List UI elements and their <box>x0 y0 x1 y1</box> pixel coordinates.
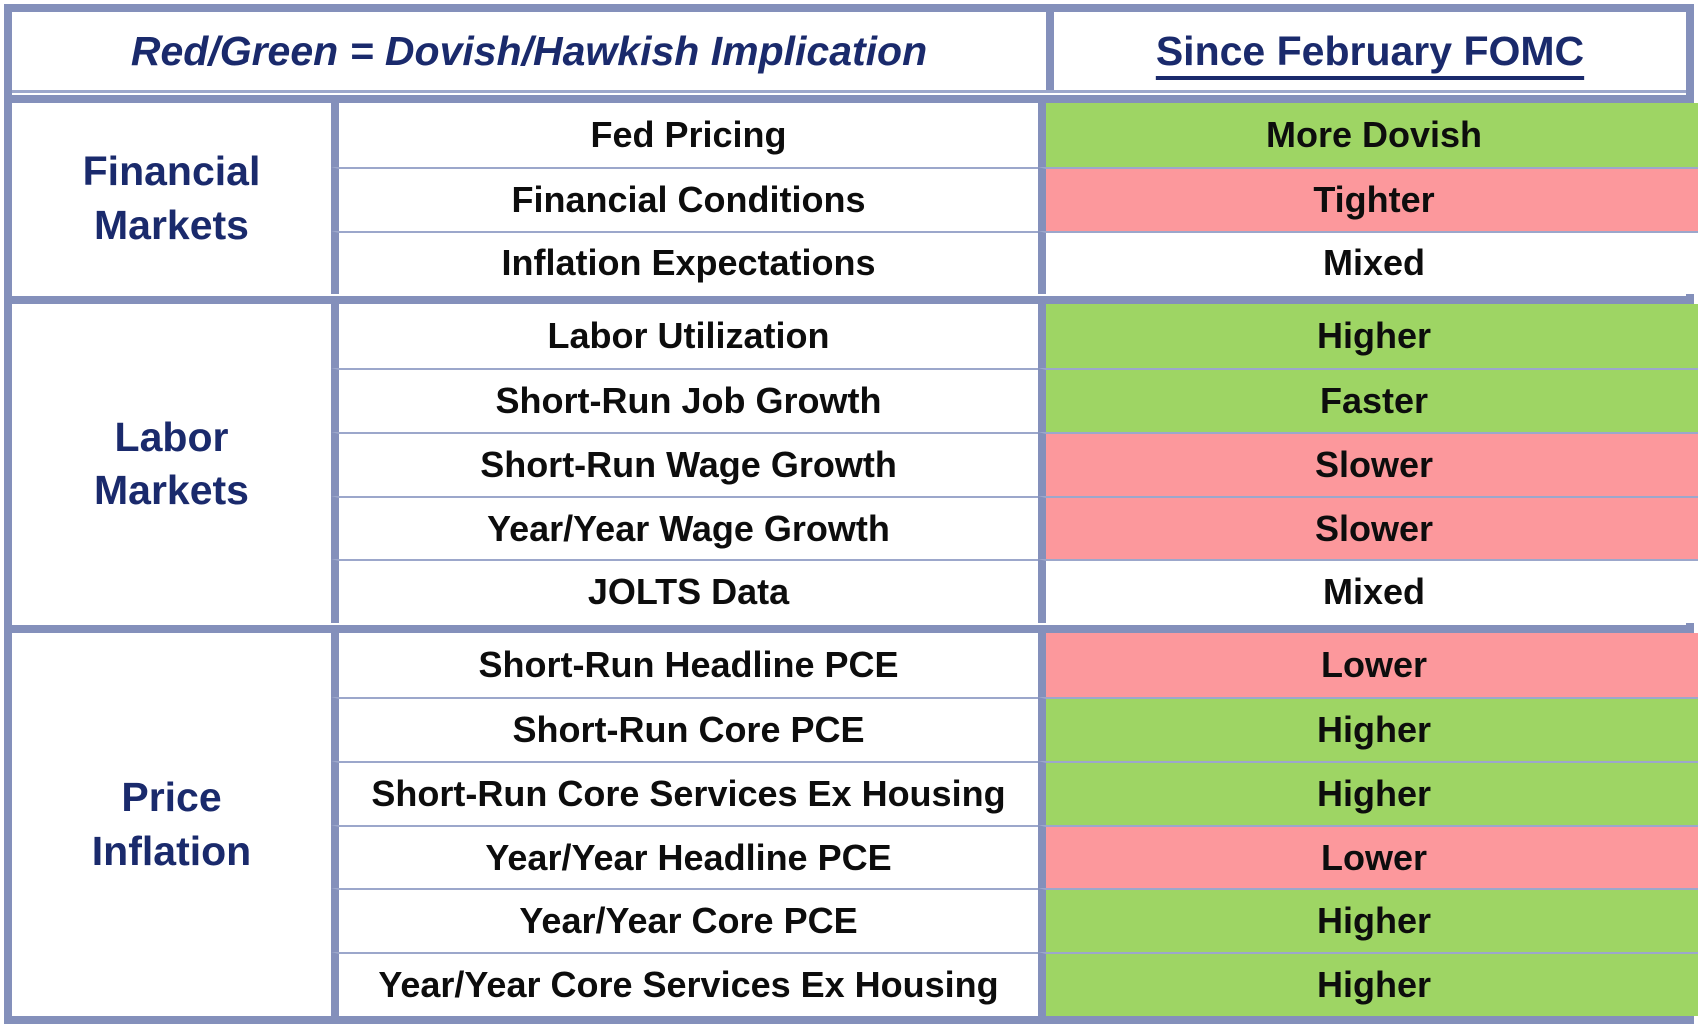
indicator-cell: Year/Year Core PCE <box>331 888 1038 953</box>
status-cell: More Dovish <box>1038 103 1698 167</box>
status-cell: Higher <box>1038 760 1698 825</box>
table-body: Financial Markets Fed Pricing More Dovis… <box>12 93 1698 1016</box>
section-separator <box>12 623 1686 634</box>
indicator-cell: Short-Run Core PCE <box>331 697 1038 761</box>
table-section-price-inflation: Price Inflation Short-Run Headline PCE L… <box>12 633 1698 1016</box>
since-february-fomc-label: Since February FOMC <box>1155 27 1585 74</box>
status-cell: Lower <box>1038 633 1698 698</box>
category-label: Financial Markets <box>82 148 261 248</box>
indicator-cell: Short-Run Wage Growth <box>331 431 1038 496</box>
status-cell: Faster <box>1038 368 1698 432</box>
table-section-financial-markets: Financial Markets Fed Pricing More Dovis… <box>12 103 1698 295</box>
status-cell: Lower <box>1038 824 1698 889</box>
table-section-labor-markets: Labor Markets Labor Utilization Higher S… <box>12 304 1698 624</box>
indicator-cell: JOLTS Data <box>331 559 1038 624</box>
status-cell: Slower <box>1038 431 1698 496</box>
indicator-cell: Inflation Expectations <box>331 230 1038 295</box>
status-cell: Higher <box>1038 888 1698 953</box>
status-cell: Higher <box>1038 697 1698 761</box>
category-label: Labor Markets <box>94 413 249 513</box>
indicator-cell: Fed Pricing <box>331 103 1038 167</box>
indicator-cell: Short-Run Core Services Ex Housing <box>331 760 1038 825</box>
legend-title: Red/Green = Dovish/Hawkish Implication <box>130 27 928 74</box>
indicator-cell: Short-Run Headline PCE <box>331 633 1038 698</box>
section-separator <box>12 93 1686 103</box>
indicator-cell: Year/Year Headline PCE <box>331 824 1038 889</box>
indicator-cell: Short-Run Job Growth <box>331 368 1038 432</box>
indicator-cell: Financial Conditions <box>331 166 1038 231</box>
section-separator <box>12 294 1686 305</box>
indicator-cell: Year/Year Core Services Ex Housing <box>331 952 1038 1016</box>
indicator-cell: Labor Utilization <box>331 304 1038 369</box>
status-cell: Tighter <box>1038 166 1698 231</box>
implications-table: Red/Green = Dovish/Hawkish Implication S… <box>4 4 1698 1024</box>
status-cell: Higher <box>1038 952 1698 1016</box>
since-february-fomc-header: Since February FOMC <box>1046 12 1686 90</box>
status-cell: Mixed <box>1038 559 1698 624</box>
status-cell: Mixed <box>1038 230 1698 295</box>
indicator-cell: Year/Year Wage Growth <box>331 495 1038 560</box>
status-cell: Higher <box>1038 304 1698 369</box>
status-cell: Slower <box>1038 495 1698 560</box>
table-header-row: Red/Green = Dovish/Hawkish Implication S… <box>12 12 1686 93</box>
category-label: Price Inflation <box>91 774 252 874</box>
